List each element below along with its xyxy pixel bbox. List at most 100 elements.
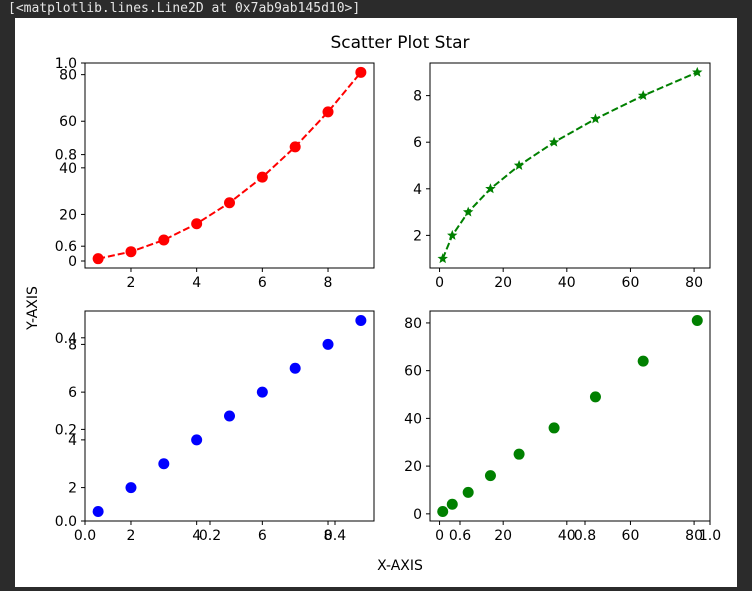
figure-title: Scatter Plot Star [330, 33, 469, 53]
data-point [692, 66, 703, 77]
figure-canvas: 0.0 0.2 0.4 0.6 0.8 1.0 0.0 0.2 0.4 0.6 0.8 1.0 2 4 6… [25, 33, 721, 574]
xtick-label: 60 [622, 275, 640, 291]
xtick-label: 8 [324, 275, 333, 291]
xtick-label: 80 [685, 528, 703, 544]
ytick-label: 80 [404, 316, 422, 332]
ytick-label: 0 [68, 254, 77, 270]
data-point [289, 141, 301, 153]
data-point [92, 253, 104, 265]
data-point [637, 90, 649, 101]
xtick-label: 20 [494, 275, 512, 291]
ytick-label: 6 [413, 135, 422, 151]
xtick-label: 2 [127, 275, 136, 291]
ytick-label: 8 [413, 89, 422, 105]
data-point [191, 218, 203, 230]
subplot-top-right: 0 20 40 60 80 2 4 6 8 [413, 62, 711, 291]
data-point [548, 422, 560, 434]
ytick-label: 60 [59, 114, 77, 130]
xtick-label: 6 [258, 275, 267, 291]
ytick-label: 6 [68, 385, 77, 401]
bg-ytick-label: 0.8 [55, 148, 77, 164]
subplot-bottom-left: 2 4 6 8 2 4 6 8 [68, 310, 375, 544]
ytick-label: 80 [59, 68, 77, 84]
xtick-label: 40 [558, 275, 576, 291]
bg-xtick-label: 1.0 [699, 528, 721, 544]
y-axis-label: Y-AXIS [25, 286, 41, 331]
ytick-label: 0 [413, 507, 422, 523]
xtick-label: 40 [558, 528, 576, 544]
axes-frame [84, 62, 375, 269]
subplot-bottom-right: 0 20 40 60 80 0 20 40 60 80 [404, 310, 711, 544]
xtick-label: 8 [324, 528, 333, 544]
xtick-label: 2 [127, 528, 136, 544]
data-point [484, 470, 496, 482]
ytick-label: 4 [413, 182, 422, 198]
ytick-label: 2 [413, 228, 422, 244]
bg-xtick-label: 0.6 [449, 528, 471, 544]
bg-xtick-label: 0.8 [574, 528, 596, 544]
bg-ytick-label: 0.2 [55, 422, 77, 438]
data-point [355, 66, 367, 78]
ytick-label: 20 [59, 207, 77, 223]
bg-xtick-label: 0.0 [74, 528, 96, 544]
bg-ytick-label: 1.0 [55, 56, 77, 72]
ytick-label: 4 [68, 433, 77, 449]
ytick-label: 8 [68, 337, 77, 353]
data-point [462, 206, 474, 217]
data-point [289, 362, 301, 374]
axes-frame [84, 310, 375, 522]
data-point [589, 391, 601, 403]
ytick-label: 2 [68, 481, 77, 497]
ytick-label: 20 [404, 459, 422, 475]
xtick-label: 60 [622, 528, 640, 544]
xtick-label: 0 [435, 275, 444, 291]
ytick-label: 40 [59, 161, 77, 177]
data-point [485, 183, 496, 194]
data-point [224, 410, 235, 422]
data-point [256, 171, 268, 183]
axes-frame [429, 310, 711, 522]
xtick-label: 80 [685, 275, 703, 291]
console-output: [<matplotlib.lines.Line2D at 0x7ab9ab145… [0, 0, 752, 18]
data-point [256, 386, 268, 398]
xtick-label: 20 [494, 528, 512, 544]
axes-face [430, 311, 710, 521]
data-point [158, 234, 170, 246]
axes-frame [429, 62, 711, 269]
data-point [92, 505, 104, 517]
bg-xtick-label: 0.2 [199, 528, 221, 544]
x-axis-label: X-AXIS [377, 558, 423, 574]
xtick-label: 4 [192, 528, 201, 544]
data-point [224, 197, 235, 209]
matplotlib-figure: 0.0 0.2 0.4 0.6 0.8 1.0 0.0 0.2 0.4 0.6 0.8 1.0 2 4 6… [15, 18, 737, 587]
data-point [191, 434, 203, 446]
data-point [447, 229, 458, 240]
data-point [446, 498, 458, 510]
bg-ytick-label: 0.6 [55, 239, 77, 255]
data-point [158, 458, 170, 470]
xtick-label: 0 [435, 528, 444, 544]
ytick-label: 40 [404, 411, 422, 427]
data-point [513, 160, 525, 170]
ytick-label: 60 [404, 364, 422, 380]
data-point [462, 486, 474, 498]
xtick-label: 6 [258, 528, 267, 544]
xtick-label: 4 [192, 275, 201, 291]
data-point [322, 338, 334, 350]
data-point [437, 253, 448, 264]
data-point [437, 505, 449, 517]
data-point [125, 482, 137, 494]
background-axes: 0.0 0.2 0.4 0.6 0.8 1.0 0.0 0.2 0.4 0.6 0.8 1.0 [55, 56, 721, 544]
data-point [637, 355, 649, 367]
bg-ytick-label: 0.0 [55, 514, 77, 530]
data-point [691, 315, 703, 327]
axes-face [85, 63, 374, 268]
data-point [355, 315, 367, 327]
bg-xtick-label: 0.4 [324, 528, 346, 544]
bg-ytick-label: 0.4 [55, 331, 77, 347]
data-point [322, 106, 334, 118]
data-point [513, 448, 525, 460]
data-point [548, 136, 560, 147]
